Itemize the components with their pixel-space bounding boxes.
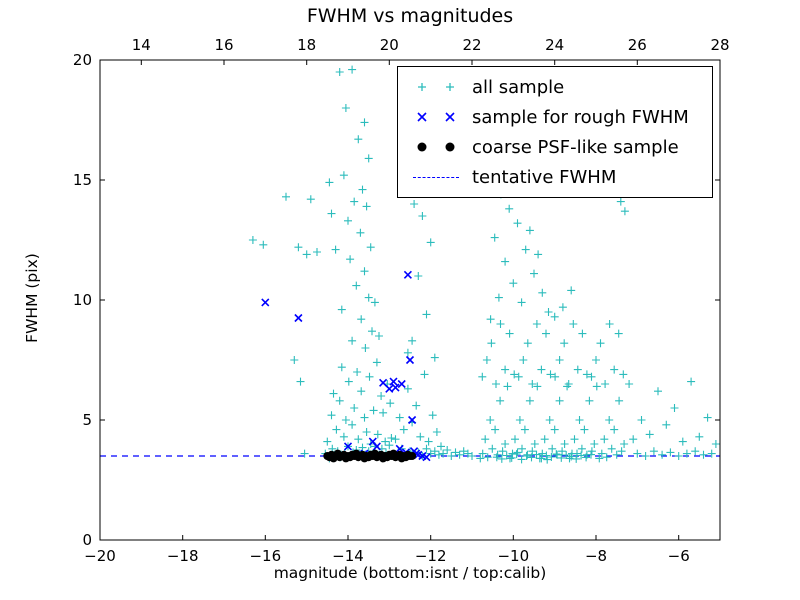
top-x-tick-label: 16 xyxy=(214,36,233,54)
chart-title: FWHM vs magnitudes xyxy=(306,5,514,27)
top-x-tick-label: 22 xyxy=(462,36,481,54)
legend-label: all sample xyxy=(472,76,565,98)
top-x-tick-label: 28 xyxy=(710,36,729,54)
top-x-tick-label: 26 xyxy=(628,36,647,54)
x-tick-label: −6 xyxy=(668,547,690,565)
x-tick-label: −10 xyxy=(497,547,529,565)
top-x-tick-label: 20 xyxy=(380,36,399,54)
plus-marker-icon xyxy=(418,83,454,91)
legend-item-tentative-fwhm: tentative FWHM xyxy=(398,162,712,192)
legend: all sample sample for rough FWHM coarse … xyxy=(397,66,713,198)
series-coarse-psf-like-sample xyxy=(323,449,417,463)
dot-marker-icon xyxy=(417,142,455,152)
legend-label: sample for rough FWHM xyxy=(472,106,689,128)
legend-item-coarse-psf: coarse PSF-like sample xyxy=(398,132,712,162)
top-x-tick-label: 14 xyxy=(132,36,151,54)
axes-frame xyxy=(99,59,721,541)
y-tick-label: 0 xyxy=(82,531,92,549)
x-tick-label: −12 xyxy=(415,547,447,565)
x-tick-label: −8 xyxy=(585,547,607,565)
top-x-tick-label: 18 xyxy=(297,36,316,54)
x-marker-icon xyxy=(417,112,455,122)
top-x-tick-label: 24 xyxy=(545,36,564,54)
y-axis-label: FWHM (pix) xyxy=(23,253,41,343)
legend-item-all-sample: all sample xyxy=(398,72,712,102)
legend-item-rough-fwhm: sample for rough FWHM xyxy=(398,102,712,132)
x-tick-label: −16 xyxy=(249,547,281,565)
y-tick-label: 5 xyxy=(82,411,92,429)
y-tick-label: 20 xyxy=(73,51,92,69)
x-tick-label: −20 xyxy=(84,547,116,565)
legend-label: coarse PSF-like sample xyxy=(472,136,679,158)
y-tick-label: 10 xyxy=(73,291,92,309)
y-tick-label: 15 xyxy=(73,171,92,189)
legend-label: tentative FWHM xyxy=(472,166,617,188)
x-tick-label: −18 xyxy=(167,547,199,565)
x-axis-label: magnitude (bottom:isnt / top:calib) xyxy=(273,564,547,582)
axes-ticks: −20 −18 −16 −14 −12 −10 −8 −6 14 16 18 20 22 24 26 28 0 5… xyxy=(73,36,730,565)
x-tick-label: −14 xyxy=(332,547,364,565)
dashed-line-icon xyxy=(410,166,462,188)
